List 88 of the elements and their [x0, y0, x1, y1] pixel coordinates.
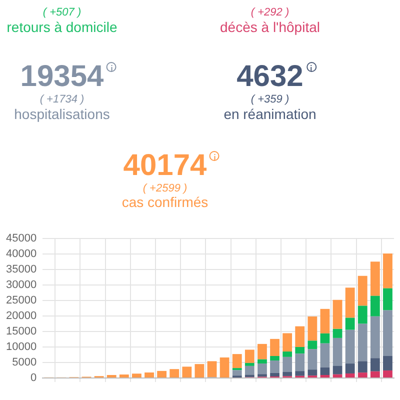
y-tick-label: 0 — [30, 372, 37, 384]
text: ( +359 ) — [250, 94, 290, 106]
bar — [295, 371, 305, 376]
bar — [207, 361, 217, 378]
text: retours à domicile — [6, 19, 118, 35]
bar — [358, 372, 368, 378]
bar — [308, 316, 318, 341]
bar — [270, 372, 280, 376]
bar — [308, 349, 318, 370]
bar — [232, 354, 242, 368]
bar — [132, 374, 142, 378]
bar — [345, 373, 355, 378]
bar — [282, 333, 292, 352]
y-tick-label: 5000 — [12, 356, 37, 369]
text: ( +292 ) — [250, 6, 290, 18]
bar — [270, 356, 280, 361]
bar — [320, 374, 330, 378]
text: ( +2599 ) — [142, 182, 188, 194]
bar — [282, 372, 292, 376]
bar — [332, 300, 342, 329]
bar — [358, 324, 368, 362]
bar — [383, 254, 392, 288]
bar — [295, 354, 305, 372]
text: cas confirmés — [122, 194, 208, 210]
bar — [358, 276, 368, 306]
bar — [308, 370, 318, 376]
bar — [383, 356, 392, 370]
bar — [320, 333, 330, 344]
bar — [370, 262, 380, 296]
bar — [244, 350, 254, 363]
y-tick-label: 35000 — [6, 264, 37, 276]
bar — [258, 364, 267, 374]
bar — [383, 288, 392, 310]
bar — [370, 316, 380, 358]
bar — [270, 360, 280, 373]
bar — [345, 364, 355, 374]
bar — [182, 366, 192, 378]
bar — [370, 296, 380, 316]
bar — [282, 356, 292, 372]
bar — [170, 369, 180, 378]
bar — [157, 370, 167, 378]
bar — [144, 372, 154, 378]
y-tick-label: 45000 — [6, 232, 37, 245]
bar — [370, 358, 380, 372]
bar — [320, 343, 330, 368]
text: ( +507 ) — [42, 6, 82, 18]
bar — [244, 374, 254, 378]
bar — [194, 364, 204, 378]
bar — [244, 362, 254, 366]
bar — [244, 366, 254, 375]
bar — [295, 326, 305, 347]
y-tick-label: 10000 — [6, 341, 37, 354]
bar — [295, 346, 305, 354]
bar — [258, 359, 267, 364]
text: 4632 — [236, 60, 304, 93]
y-tick-label: 20000 — [6, 310, 37, 322]
bar — [358, 306, 368, 324]
text: hospitalisations — [14, 106, 110, 122]
text: 19354 — [20, 60, 104, 93]
bar — [220, 357, 230, 378]
bar — [258, 374, 267, 377]
bar — [332, 338, 342, 366]
bar — [332, 366, 342, 374]
y-tick-label: 25000 — [6, 294, 37, 307]
text: en réanimation — [224, 106, 316, 122]
text: ( +1734 ) — [40, 94, 84, 106]
bar — [358, 361, 368, 373]
bar — [258, 344, 267, 360]
bar — [383, 310, 392, 356]
bar — [345, 330, 355, 364]
y-tick-label: 40000 — [6, 248, 37, 260]
y-tick-label: 30000 — [6, 279, 37, 292]
y-tick-label: 15000 — [6, 326, 37, 338]
bar — [232, 370, 242, 376]
bar — [270, 338, 280, 356]
text: 40174 — [123, 149, 207, 182]
bar — [383, 370, 392, 378]
bar — [320, 308, 330, 334]
bar — [370, 371, 380, 378]
bar — [345, 288, 355, 318]
bar — [332, 374, 342, 378]
bar — [119, 374, 129, 378]
bar — [320, 367, 330, 375]
text: décès à l'hôpital — [220, 19, 320, 35]
bar — [282, 352, 292, 357]
bar — [308, 340, 318, 350]
bar — [332, 328, 342, 338]
bar — [345, 318, 355, 330]
